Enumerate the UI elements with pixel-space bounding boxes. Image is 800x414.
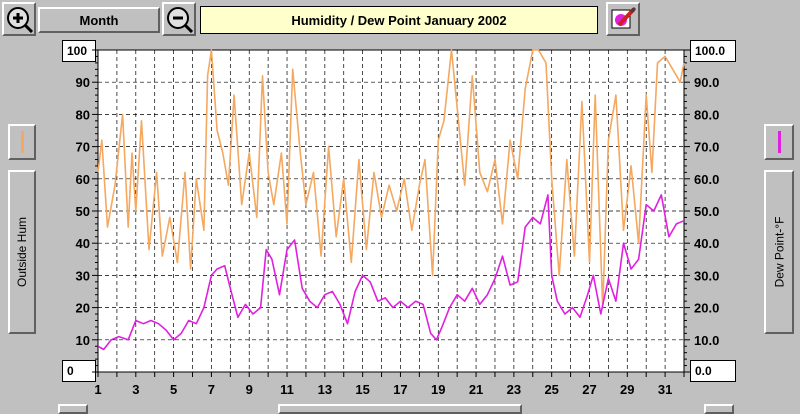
x-tick-label: 17 [393,382,407,397]
x-tick-label: 13 [318,382,332,397]
x-tick-label: 7 [208,382,215,397]
y-tick-label-right: 90.0 [694,75,719,90]
x-tick-label: 31 [658,382,672,397]
y-tick-label-left: 20 [76,301,90,316]
color-settings-button[interactable] [606,2,640,36]
outside-humidity-line [97,49,685,309]
x-tick-label: 21 [469,382,483,397]
y-tick-label-left: 50 [76,204,90,219]
dew-point-line [97,194,685,351]
x-tick-label: 3 [132,382,139,397]
y-tick-label-left: 60 [76,172,90,187]
x-tick-label: 25 [544,382,558,397]
grid-lines [98,50,684,372]
series-lines [97,49,685,351]
left-axis-min-box: 0 [62,360,96,382]
horizontal-scrollbar-thumb[interactable] [278,404,522,414]
zoom-out-button[interactable] [162,2,196,36]
x-tick-label: 19 [431,382,445,397]
right-axis-max-box: 100.0 [690,40,736,62]
y-tick-label-right: 80.0 [694,107,719,122]
right-series-button[interactable]: Dew Point-°F [764,170,794,334]
chart-title-box: Humidity / Dew Point January 2002 [200,6,598,34]
period-button[interactable]: Month [38,7,160,33]
y-tick-label-right: 30.0 [694,268,719,283]
x-tick-label: 27 [582,382,596,397]
right-series-color-swatch [777,131,781,153]
tick-marks [92,49,690,377]
right-axis-labels: 10.0 20.0 30.0 40.0 50.0 60.0 70.0 80.0 90.0 [694,75,719,348]
right-series-swatch-button[interactable] [764,124,794,160]
y-tick-label-left: 40 [76,236,90,251]
scroll-left-button[interactable] [58,404,88,414]
y-tick-label-left: 90 [76,75,90,90]
x-tick-label: 5 [170,382,177,397]
y-tick-label-left: 10 [76,333,90,348]
x-axis-labels: 1 3 5 7 9 11 13 15 17 19 21 23 25 27 29 31 [94,382,672,397]
scroll-right-button[interactable] [704,404,734,414]
left-series-color-swatch [20,131,24,153]
y-tick-label-left: 70 [76,140,90,155]
zoom-in-button[interactable] [2,2,36,36]
x-tick-label: 29 [620,382,634,397]
y-tick-label-right: 70.0 [694,140,719,155]
y-tick-label-right: 20.0 [694,301,719,316]
paint-palette-icon [611,6,637,29]
right-axis-min-box: 0.0 [690,360,736,382]
y-tick-label-right: 50.0 [694,204,719,219]
y-tick-label-right: 60.0 [694,172,719,187]
period-label: Month [79,12,119,28]
left-series-swatch-button[interactable] [8,124,36,160]
x-tick-label: 15 [355,382,369,397]
x-tick-label: 9 [246,382,253,397]
y-tick-label-left: 80 [76,107,90,122]
left-axis-labels: 10 20 30 40 50 60 70 80 90 [76,75,90,348]
x-tick-label: 23 [507,382,521,397]
left-axis-max-box: 100 [62,40,96,62]
zoom-in-icon [7,7,33,33]
zoom-out-icon [167,7,193,33]
y-tick-label-left: 30 [76,268,90,283]
y-tick-label-right: 10.0 [694,333,719,348]
x-tick-label: 1 [94,382,101,397]
left-series-button[interactable]: Outside Hum [8,170,36,334]
chart-title: Humidity / Dew Point January 2002 [291,12,507,28]
x-tick-label: 11 [280,382,294,397]
y-tick-label-right: 40.0 [694,236,719,251]
